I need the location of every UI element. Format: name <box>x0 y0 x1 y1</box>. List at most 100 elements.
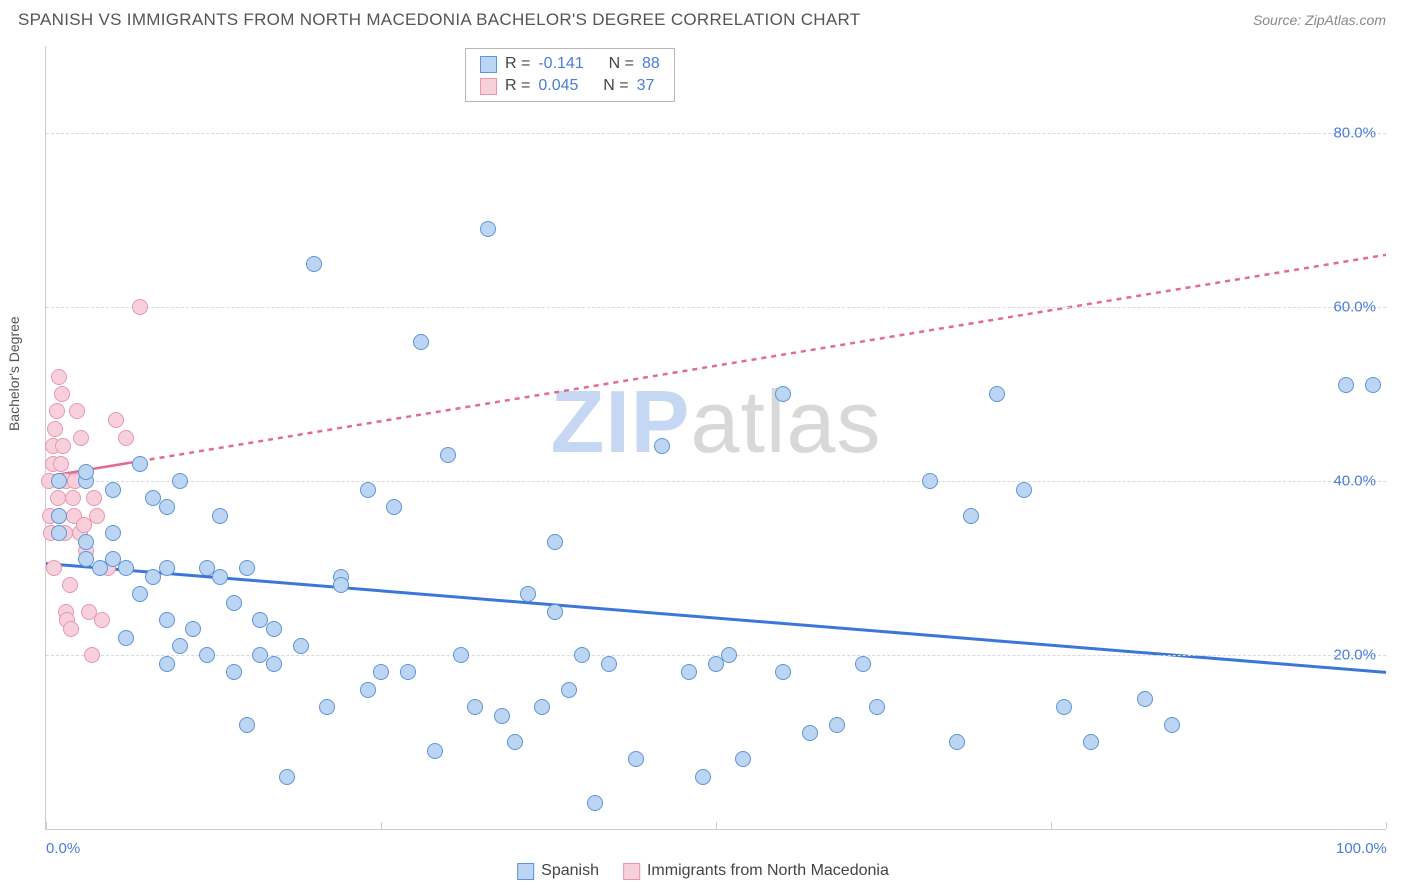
data-point <box>775 386 791 402</box>
x-tick <box>1051 822 1052 829</box>
data-point <box>628 751 644 767</box>
data-point <box>51 473 67 489</box>
data-point <box>427 743 443 759</box>
data-point <box>1164 717 1180 733</box>
data-point <box>105 525 121 541</box>
data-point <box>55 438 71 454</box>
y-tick-label: 20.0% <box>1333 647 1376 664</box>
data-point <box>534 699 550 715</box>
data-point <box>185 621 201 637</box>
data-point <box>1083 734 1099 750</box>
data-point <box>520 586 536 602</box>
data-point <box>159 560 175 576</box>
data-point <box>118 430 134 446</box>
data-point <box>494 708 510 724</box>
legend-swatch-pink <box>623 863 640 880</box>
data-point <box>963 508 979 524</box>
data-point <box>212 569 228 585</box>
data-point <box>373 664 389 680</box>
legend-swatch-blue <box>517 863 534 880</box>
data-point <box>775 664 791 680</box>
stats-row-spanish: R = -0.141 N = 88 <box>480 53 660 75</box>
data-point <box>78 534 94 550</box>
grid-line <box>46 133 1386 134</box>
data-point <box>78 464 94 480</box>
data-point <box>587 795 603 811</box>
data-point <box>601 656 617 672</box>
x-tick-label: 0.0% <box>46 840 80 857</box>
data-point <box>53 456 69 472</box>
stats-row-macedonia: R = 0.045 N = 37 <box>480 75 660 97</box>
data-point <box>467 699 483 715</box>
y-tick-label: 40.0% <box>1333 473 1376 490</box>
data-point <box>695 769 711 785</box>
data-point <box>855 656 871 672</box>
x-tick-label: 100.0% <box>1336 840 1387 857</box>
data-point <box>1137 691 1153 707</box>
data-point <box>62 577 78 593</box>
data-point <box>1365 377 1381 393</box>
data-point <box>73 430 89 446</box>
data-point <box>400 664 416 680</box>
data-point <box>94 612 110 628</box>
series-legend: Spanish Immigrants from North Macedonia <box>517 862 889 880</box>
y-tick-label: 80.0% <box>1333 125 1376 142</box>
data-point <box>239 717 255 733</box>
data-point <box>319 699 335 715</box>
data-point <box>547 534 563 550</box>
data-point <box>922 473 938 489</box>
data-point <box>547 604 563 620</box>
data-point <box>46 560 62 576</box>
data-point <box>333 577 349 593</box>
data-point <box>279 769 295 785</box>
watermark: ZIPatlas <box>551 371 882 473</box>
data-point <box>681 664 697 680</box>
data-point <box>735 751 751 767</box>
data-point <box>65 490 81 506</box>
data-point <box>69 403 85 419</box>
source-attribution: Source: ZipAtlas.com <box>1253 12 1386 28</box>
data-point <box>159 499 175 515</box>
data-point <box>226 664 242 680</box>
data-point <box>199 647 215 663</box>
data-point <box>50 490 66 506</box>
data-point <box>51 525 67 541</box>
legend-item-spanish: Spanish <box>517 862 599 880</box>
x-tick <box>716 822 717 829</box>
chart-title: SPANISH VS IMMIGRANTS FROM NORTH MACEDON… <box>18 10 860 30</box>
data-point <box>829 717 845 733</box>
data-point <box>105 482 121 498</box>
data-point <box>360 682 376 698</box>
data-point <box>574 647 590 663</box>
data-point <box>84 647 100 663</box>
data-point <box>266 621 282 637</box>
data-point <box>360 482 376 498</box>
data-point <box>212 508 228 524</box>
data-point <box>989 386 1005 402</box>
data-point <box>172 473 188 489</box>
data-point <box>54 386 70 402</box>
correlation-stats-box: R = -0.141 N = 88 R = 0.045 N = 37 <box>465 48 675 102</box>
data-point <box>86 490 102 506</box>
data-point <box>1338 377 1354 393</box>
scatter-chart: ZIPatlas R = -0.141 N = 88 R = 0.045 N =… <box>45 46 1386 830</box>
data-point <box>132 586 148 602</box>
data-point <box>1016 482 1032 498</box>
y-axis-title: Bachelor's Degree <box>6 316 22 431</box>
data-point <box>172 638 188 654</box>
trend-lines <box>46 46 1386 829</box>
data-point <box>721 647 737 663</box>
data-point <box>453 647 469 663</box>
data-point <box>108 412 124 428</box>
grid-line <box>46 481 1386 482</box>
data-point <box>386 499 402 515</box>
data-point <box>1056 699 1072 715</box>
data-point <box>266 656 282 672</box>
data-point <box>49 403 65 419</box>
data-point <box>306 256 322 272</box>
data-point <box>239 560 255 576</box>
data-point <box>118 560 134 576</box>
x-tick <box>1386 822 1387 829</box>
data-point <box>47 421 63 437</box>
data-point <box>802 725 818 741</box>
